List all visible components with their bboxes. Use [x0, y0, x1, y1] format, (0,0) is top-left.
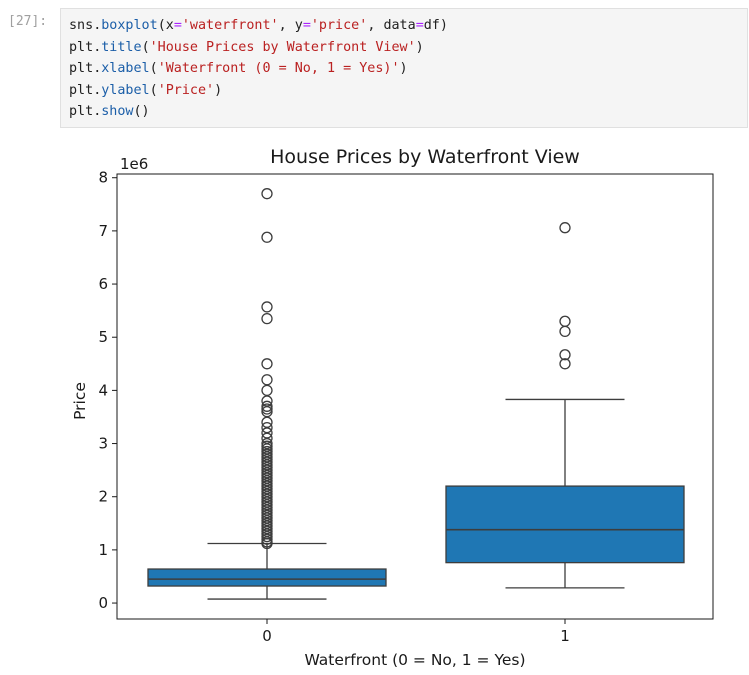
outlier-point — [261, 358, 273, 370]
code-token: sns — [69, 18, 94, 33]
code-token: 'price' — [310, 18, 368, 33]
code-token: ( — [149, 82, 158, 98]
x-tick-label: 1 — [560, 627, 570, 645]
x-tick-label: 0 — [262, 627, 272, 645]
y-tick-label: 3 — [98, 435, 108, 453]
code-cell-input[interactable]: sns.boxplot(x='waterfront', y='price', d… — [60, 8, 748, 128]
cell-prompt: [27]: — [8, 14, 48, 29]
x-axis-label: Waterfront (0 = No, 1 = Yes) — [304, 651, 525, 669]
code-token: ( — [149, 61, 158, 76]
chart-title: House Prices by Waterfront View — [270, 146, 580, 168]
boxplot-chart: 0 1 2 3 4 5 6 7 8 0 1 House Prices by Waterfront V… — [71, 146, 714, 669]
code-token: = — [415, 18, 424, 33]
code-line: plt.show() — [69, 101, 747, 123]
y-tick-label: 2 — [98, 488, 108, 506]
code-line: plt.ylabel('Price') — [69, 80, 747, 102]
outlier-point — [559, 349, 571, 361]
outlier-point — [261, 384, 273, 397]
outlier-point — [261, 312, 273, 325]
code-token: ) — [214, 82, 223, 98]
y-axis-label: Price — [71, 382, 89, 420]
code-token: xlabel — [101, 61, 150, 76]
code-token: = — [302, 18, 311, 33]
code-token: ) — [415, 39, 424, 55]
y-tick-label: 8 — [98, 169, 108, 187]
outlier-point — [559, 358, 571, 370]
code-token: data — [383, 18, 416, 33]
code-token: ( — [157, 18, 166, 33]
code-token: title — [101, 39, 142, 55]
code-token: . — [93, 18, 102, 33]
code-lines: sns.boxplot(x='waterfront', y='price', d… — [69, 15, 747, 123]
outlier-point — [559, 315, 571, 327]
code-token: ) — [439, 18, 448, 33]
box-group-0 — [147, 542, 387, 600]
code-token: df — [423, 18, 440, 33]
outlier-point — [261, 231, 273, 243]
code-token: , — [367, 18, 384, 33]
outlier-point — [261, 530, 273, 543]
outlier-point — [261, 188, 273, 200]
cell-output: 0 1 2 3 4 5 6 7 8 0 1 House Prices by Waterfront V… — [60, 135, 749, 671]
code-token: . — [93, 82, 102, 98]
outlier-point — [261, 403, 273, 415]
y-axis-scale-label: 1e6 — [120, 155, 148, 173]
code-token: plt — [69, 61, 94, 76]
code-token: , — [278, 18, 295, 33]
code-token: . — [93, 61, 102, 76]
code-line: sns.boxplot(x='waterfront', y='price', d… — [69, 15, 747, 37]
code-token: . — [93, 39, 102, 55]
outlier-point — [261, 400, 273, 412]
code-token: boxplot — [101, 18, 158, 33]
code-token: plt — [69, 104, 94, 119]
iqr-box — [445, 485, 685, 564]
code-token: ) — [399, 61, 408, 76]
code-line: plt.xlabel('Waterfront (0 = No, 1 = Yes)… — [69, 58, 747, 80]
plot-frame — [116, 173, 714, 620]
code-token: ( — [141, 39, 150, 55]
code-token: 'Waterfront (0 = No, 1 = Yes)' — [157, 61, 400, 76]
outlier-point — [261, 533, 273, 545]
y-tick-label: 4 — [98, 381, 108, 399]
code-token: y — [294, 18, 303, 33]
code-token: plt — [69, 82, 94, 98]
y-tick-label: 7 — [98, 222, 108, 240]
code-token: ylabel — [101, 82, 150, 98]
code-token: . — [93, 104, 102, 119]
code-token: 'House Prices by Waterfront View' — [149, 39, 416, 55]
code-token: x — [165, 18, 174, 33]
code-token: show — [101, 104, 134, 119]
code-token: 'waterfront' — [181, 18, 279, 33]
y-tick-label: 0 — [98, 594, 108, 612]
box-group-1 — [445, 398, 685, 589]
y-tick-label: 6 — [98, 275, 108, 293]
outlier-point — [261, 374, 273, 386]
y-tick-label: 1 — [98, 541, 108, 559]
code-token: = — [173, 18, 182, 33]
outlier-point — [261, 537, 273, 550]
outlier-point — [559, 325, 571, 338]
outlier-point — [559, 222, 571, 234]
y-tick-label: 5 — [98, 328, 108, 346]
code-line: plt.title('House Prices by Waterfront Vi… — [69, 37, 747, 59]
iqr-box — [147, 568, 387, 587]
code-token: plt — [69, 39, 94, 55]
code-token: 'Price' — [157, 82, 215, 98]
outlier-point — [261, 301, 273, 313]
code-token: () — [133, 104, 150, 119]
